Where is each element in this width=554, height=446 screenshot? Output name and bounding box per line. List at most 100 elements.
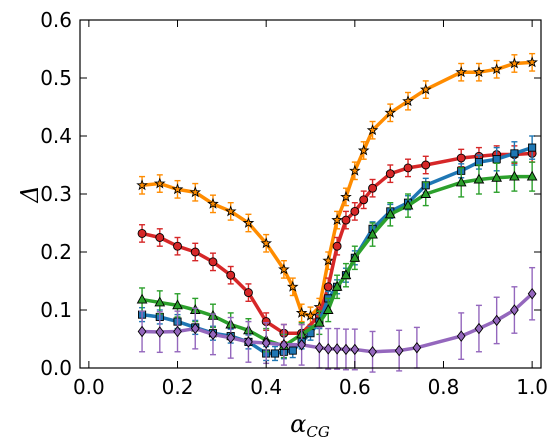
data-point <box>190 247 200 257</box>
y-tick-label: 0.3 <box>40 182 72 206</box>
data-point <box>402 199 414 210</box>
data-point <box>349 164 361 176</box>
data-point <box>456 153 466 163</box>
series-diamond <box>137 266 537 373</box>
data-point <box>304 309 317 321</box>
y-tick-label: 0.4 <box>40 124 72 148</box>
data-point <box>357 144 370 156</box>
data-point <box>420 188 432 198</box>
data-point <box>509 170 520 181</box>
data-point <box>349 251 361 262</box>
data-point <box>173 325 182 338</box>
data-point <box>260 237 272 249</box>
data-point <box>340 269 352 280</box>
data-point <box>322 304 334 314</box>
series-line <box>141 174 533 348</box>
data-point <box>270 349 280 358</box>
data-point <box>332 343 342 355</box>
plot-area <box>136 52 538 373</box>
data-point <box>366 124 379 136</box>
data-point <box>526 56 538 68</box>
data-point <box>359 195 369 205</box>
data-point <box>322 254 335 266</box>
data-point <box>208 257 218 267</box>
data-point <box>455 66 468 78</box>
data-point <box>323 343 333 355</box>
y-tick-label: 0.6 <box>40 8 72 32</box>
y-tick-label: 0.2 <box>40 240 72 264</box>
y-tick-label: 0.0 <box>40 356 72 380</box>
data-point <box>491 171 503 182</box>
data-point <box>172 299 183 310</box>
data-point <box>510 149 519 158</box>
y-tick-label: 0.5 <box>40 66 72 90</box>
data-point <box>155 233 165 242</box>
x-tick-label: 1.0 <box>516 375 548 399</box>
data-point <box>340 190 352 202</box>
x-tick-label: 0.8 <box>428 375 460 399</box>
data-point <box>421 160 431 170</box>
data-point <box>510 304 519 316</box>
data-point <box>153 177 166 189</box>
data-point <box>279 339 289 351</box>
data-point <box>189 186 202 198</box>
data-point <box>244 336 253 348</box>
data-point <box>295 306 308 318</box>
data-point <box>455 176 467 187</box>
axis-ticks: 0.0 0.2 0.4 0.6 0.8 1.0 0.0 0.1 0.2 0.3 0.4 0.5 0.6 <box>40 8 548 399</box>
x-axis-label: αCG <box>290 410 330 441</box>
data-point <box>261 337 271 349</box>
data-point <box>526 170 538 181</box>
data-point <box>368 346 377 358</box>
data-point <box>341 215 351 225</box>
data-point <box>297 339 306 351</box>
data-point <box>384 106 397 118</box>
x-tick-label: 0.6 <box>339 375 371 399</box>
data-point <box>402 95 414 107</box>
data-point <box>288 346 297 355</box>
data-point <box>331 214 343 226</box>
data-point <box>315 341 324 354</box>
data-point <box>243 288 253 298</box>
data-point <box>331 280 343 291</box>
data-point <box>154 296 166 307</box>
x-tick-label: 0.0 <box>73 375 105 399</box>
data-point <box>508 57 521 69</box>
data-point <box>385 169 395 179</box>
data-point <box>208 328 218 341</box>
x-tick-label: 0.4 <box>250 375 282 399</box>
data-point <box>384 208 396 219</box>
y-tick-label: 0.1 <box>40 298 72 322</box>
data-point <box>403 163 413 173</box>
data-point <box>412 341 422 354</box>
data-point <box>492 314 502 327</box>
data-point <box>473 173 485 184</box>
data-point <box>242 216 255 228</box>
data-point <box>527 288 537 300</box>
data-point <box>137 228 147 238</box>
data-point <box>155 326 165 338</box>
series-star <box>136 52 538 326</box>
data-point <box>492 155 501 164</box>
x-axis-label-main: α <box>290 410 306 438</box>
x-axis-label-sub: CG <box>306 423 329 441</box>
data-point <box>456 330 466 342</box>
data-point <box>332 241 342 251</box>
data-point <box>173 241 182 251</box>
data-point <box>490 63 503 75</box>
data-point <box>136 293 148 304</box>
data-point <box>286 280 299 292</box>
data-point <box>350 206 360 216</box>
y-axis-label: Δ <box>16 185 44 203</box>
data-point <box>136 179 148 191</box>
data-point <box>367 228 378 239</box>
data-point <box>419 83 432 95</box>
data-point <box>473 66 485 78</box>
data-point <box>350 343 360 356</box>
data-point <box>368 183 378 193</box>
data-point <box>394 344 404 357</box>
data-point <box>528 143 537 152</box>
data-point <box>137 325 147 338</box>
data-point <box>207 197 219 209</box>
data-point <box>341 343 351 356</box>
